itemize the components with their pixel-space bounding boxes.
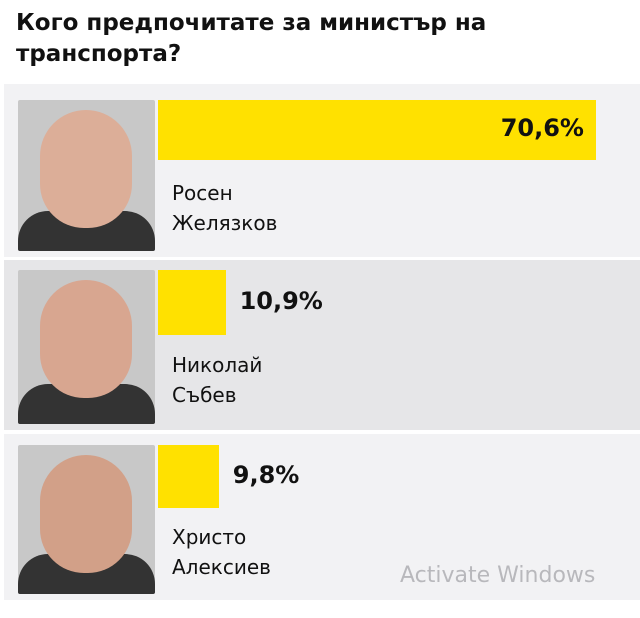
candidate-name: Росен Желязков	[172, 178, 277, 238]
value-label: 10,9%	[239, 286, 323, 315]
activate-windows-watermark: Activate Windows	[400, 563, 596, 588]
candidate-photo	[18, 100, 155, 251]
last-name: Желязков	[172, 211, 278, 235]
first-name: Христо	[172, 525, 247, 549]
first-name: Николай	[172, 353, 263, 377]
candidate-photo	[18, 445, 155, 594]
last-name: Алексиев	[172, 555, 271, 579]
bar	[158, 270, 226, 335]
value-label: 9,8%	[232, 460, 300, 489]
bar	[158, 100, 596, 160]
value-label: 70,6%	[500, 114, 584, 142]
candidate-row: 70,6% Росен Желязков	[4, 84, 640, 257]
candidate-name: Христо Алексиев	[172, 522, 271, 582]
candidate-row: 10,9% Николай Събев	[4, 260, 640, 430]
last-name: Събев	[172, 383, 237, 407]
first-name: Росен	[172, 181, 233, 205]
candidate-row: 9,8% Христо Алексиев	[4, 434, 640, 600]
poll-title: Кого предпочитате за министър на транспо…	[16, 10, 487, 67]
candidate-name: Николай Събев	[172, 350, 262, 410]
candidate-photo	[18, 270, 155, 424]
bar	[158, 445, 219, 508]
